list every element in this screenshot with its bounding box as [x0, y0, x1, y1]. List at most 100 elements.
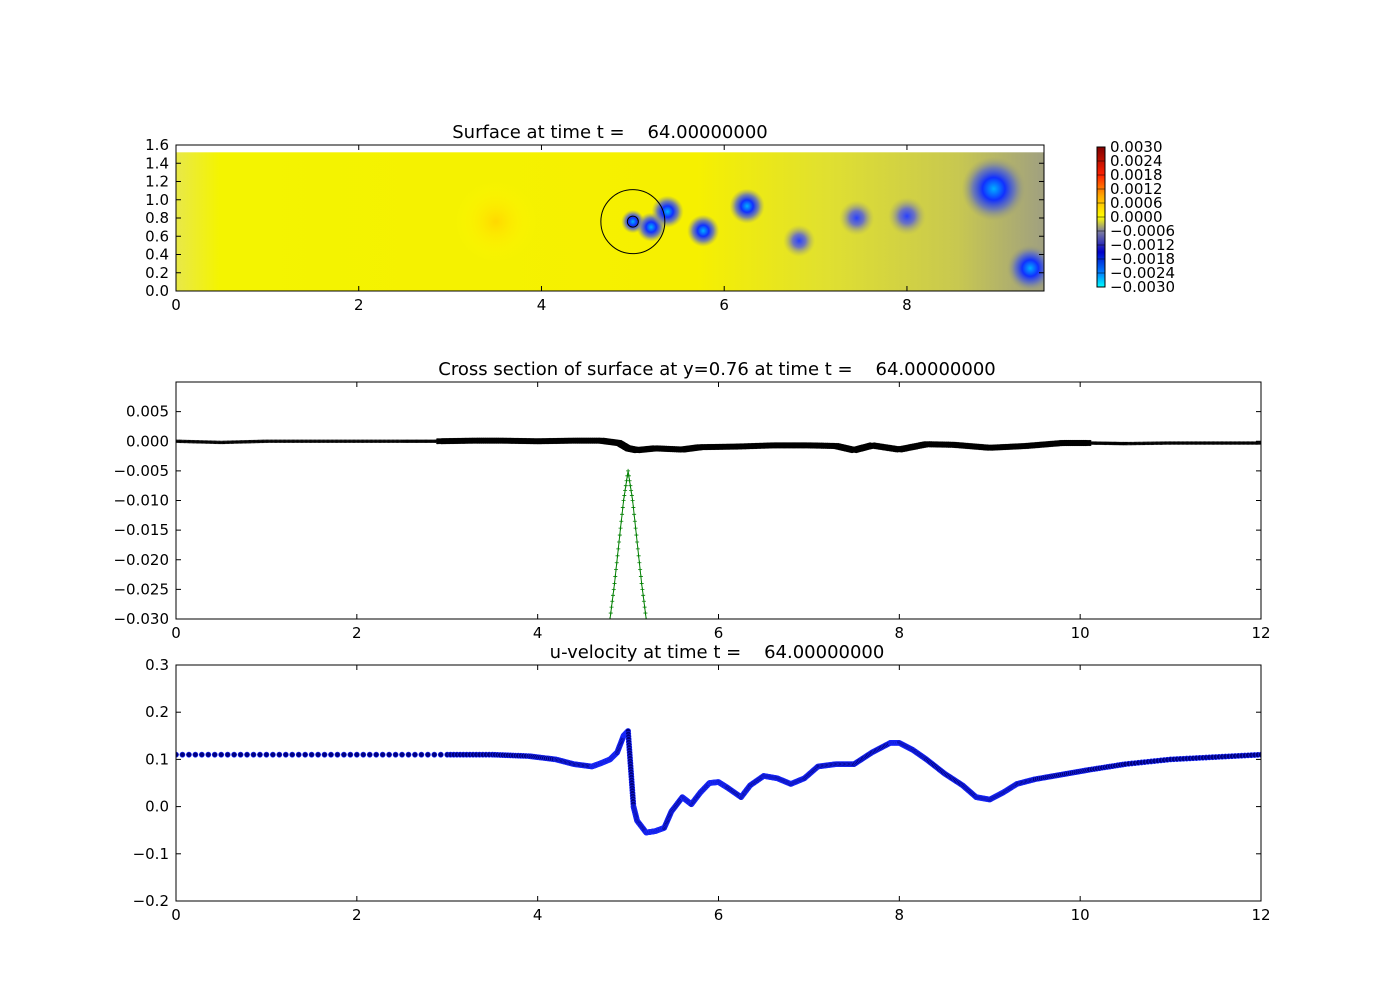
heatmap-feature	[687, 214, 720, 247]
velocity-point	[424, 751, 431, 758]
velocity-point	[244, 751, 250, 758]
velocity-point	[321, 751, 328, 758]
y-tick-label: −0.010	[113, 492, 169, 510]
bottom-point-marker	[644, 617, 649, 619]
x-tick-label: 2	[352, 624, 362, 642]
velocity-point	[282, 751, 289, 758]
bottom-point-marker	[627, 478, 632, 483]
velocity-plot	[176, 728, 1261, 836]
velocity-point	[392, 751, 399, 758]
colorbar-tick-label: 0.0006	[1110, 194, 1163, 212]
velocity-point	[373, 751, 380, 758]
velocity-point	[341, 751, 347, 758]
colorbar-tick-label: 0.0024	[1110, 152, 1163, 170]
bottom-point-marker	[610, 599, 615, 604]
velocity-point	[179, 751, 186, 758]
y-tick-label: 0.3	[145, 656, 169, 674]
velocity-point	[302, 751, 309, 758]
bottom-point-marker	[614, 567, 619, 572]
y-tick-label: −0.005	[113, 462, 169, 480]
heatmap-axes: 0 2 4 6 8 0.00.20.40.60.81.01.21.41.6	[145, 136, 1044, 314]
bottom-point-marker	[619, 519, 624, 524]
velocity-point	[263, 751, 270, 758]
colorbar: 0.00300.00240.00180.00120.00060.0000−0.0…	[1096, 138, 1175, 296]
bottom-point-marker	[630, 498, 635, 503]
velocity-point	[437, 751, 444, 758]
bottom-point-marker	[608, 611, 613, 616]
velocity-point	[418, 751, 425, 758]
velocity-point	[405, 751, 412, 758]
y-tick-label: 0.005	[126, 403, 169, 421]
velocity-point	[328, 751, 334, 758]
velocity-point	[250, 751, 257, 758]
bottom-point-marker	[611, 587, 616, 592]
y-tick-label: 0.2	[145, 703, 169, 721]
bottom-point-marker	[622, 493, 627, 498]
x-tick-label: 2	[352, 906, 362, 924]
velocity-point	[308, 751, 315, 758]
velocity-point	[379, 751, 386, 758]
velocity-point	[198, 751, 205, 758]
heatmap-title: Surface at time t = 64.00000000	[452, 122, 767, 143]
bottom-point-marker	[617, 539, 622, 544]
velocity-point	[186, 751, 192, 758]
velocity-point	[205, 751, 212, 758]
y-tick-label: −0.1	[133, 845, 169, 863]
velocity-point	[431, 751, 438, 758]
outline-circle	[600, 189, 666, 255]
velocity-point	[237, 751, 244, 758]
x-tick-label: 12	[1251, 624, 1270, 642]
colorbar-tick-label: −0.0030	[1110, 278, 1175, 296]
cross-section-frame	[175, 381, 1262, 620]
x-tick-label: 8	[902, 296, 912, 314]
bottom-point-marker	[638, 574, 643, 579]
heatmap-feature	[783, 224, 816, 257]
cross-section-title: Cross section of surface at y=0.76 at ti…	[438, 359, 995, 380]
bottom-point-marker	[621, 498, 626, 503]
colorbar-tick-label: 0.0012	[1110, 180, 1163, 198]
bottom-point-marker	[620, 505, 625, 510]
heatmap-feature	[454, 180, 537, 263]
bottom-profile-line	[609, 470, 647, 619]
bottom-point-marker	[617, 533, 622, 538]
bottom-point-marker	[629, 493, 634, 498]
cross-section-axes: 0 2 4 6 8 10 12 0.005 0.000 −0.005 −0.010 −0.015 −0.…	[113, 382, 1271, 642]
heatmap-feature	[839, 200, 875, 236]
outline-circle	[626, 215, 639, 228]
velocity-point	[353, 751, 360, 758]
y-tick-label: 1.4	[145, 154, 169, 172]
velocity-title: u-velocity at time t = 64.00000000	[550, 642, 885, 663]
bottom-point-marker	[618, 526, 623, 531]
cross-section-plot	[176, 437, 1261, 619]
y-tick-label: 0.1	[145, 750, 169, 768]
bottom-point-marker	[631, 505, 636, 510]
colorbar-tick-label: −0.0012	[1110, 236, 1175, 254]
bottom-point-marker	[608, 617, 612, 619]
heatmap-feature	[961, 156, 1026, 221]
bottom-point-marker	[615, 553, 620, 558]
velocity-point	[176, 751, 179, 758]
velocity-point	[269, 751, 276, 758]
x-tick-label: 6	[714, 624, 724, 642]
bottom-point-marker	[635, 539, 640, 544]
y-tick-label: 0.6	[145, 227, 169, 245]
bottom-point-marker	[628, 483, 633, 488]
bottom-point-marker	[635, 546, 640, 551]
x-tick-label: 2	[354, 296, 364, 314]
velocity-point	[399, 751, 405, 758]
colorbar-tick-label: −0.0006	[1110, 222, 1175, 240]
velocity-point	[211, 751, 218, 758]
bottom-point-marker	[614, 560, 619, 565]
y-tick-label: 0.8	[145, 209, 169, 227]
x-tick-label: 8	[895, 624, 905, 642]
velocity-axes: 0 2 4 6 8 10 12 0.3 0.2 0.1 0.0 −0.1 −0.2	[133, 656, 1271, 924]
y-tick-label: 0.0	[145, 798, 169, 816]
y-tick-label: −0.025	[113, 580, 169, 598]
velocity-point	[192, 751, 199, 758]
bottom-point-marker	[609, 605, 614, 610]
velocity-point	[295, 751, 302, 758]
y-tick-label: 1.2	[145, 173, 169, 191]
colorbar-tick-label: 0.0030	[1110, 138, 1163, 156]
x-tick-label: 4	[537, 296, 547, 314]
